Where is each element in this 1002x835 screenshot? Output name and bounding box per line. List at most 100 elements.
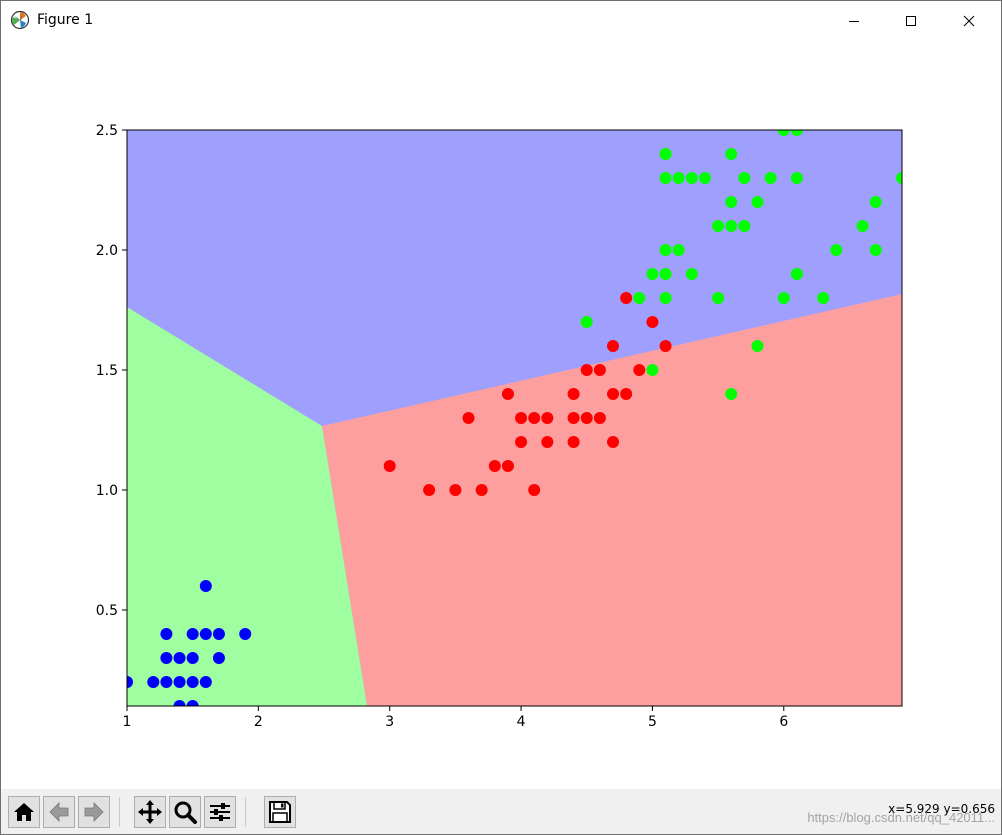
back-arrow-icon: [49, 802, 69, 822]
data-point: [515, 436, 528, 448]
data-point: [186, 652, 199, 664]
scatter-chart[interactable]: 1 2 3 4 5 6 0.5 1.0 1.5 2.0 2.5: [1, 41, 1001, 789]
region-red: [322, 294, 902, 706]
data-point: [672, 244, 685, 256]
data-point: [528, 484, 541, 496]
data-point: [501, 388, 514, 400]
data-point: [173, 652, 186, 664]
data-point: [147, 676, 160, 688]
data-point: [501, 460, 514, 472]
y-tick-label: 2.5: [96, 123, 118, 139]
maximize-icon: [906, 15, 916, 26]
data-point: [764, 172, 777, 184]
x-tick-label: 5: [648, 714, 657, 730]
y-tick-label: 1.5: [96, 363, 118, 379]
data-point: [817, 292, 830, 304]
data-point: [633, 292, 646, 304]
data-point: [607, 388, 620, 400]
home-button[interactable]: [8, 796, 40, 828]
data-point: [567, 388, 580, 400]
data-point: [567, 412, 580, 424]
data-point: [751, 340, 764, 352]
series-0: [127, 580, 252, 706]
data-point: [659, 292, 672, 304]
data-point: [646, 268, 659, 280]
data-point: [659, 268, 672, 280]
matplotlib-logo-icon: [10, 10, 30, 30]
data-point: [620, 388, 633, 400]
data-point: [567, 436, 580, 448]
data-point: [212, 652, 225, 664]
configure-subplots-button[interactable]: [204, 796, 236, 828]
data-point: [593, 364, 606, 376]
data-point: [685, 268, 698, 280]
data-point: [423, 484, 436, 496]
data-point: [462, 412, 475, 424]
series-2: [580, 130, 902, 400]
home-icon: [14, 803, 34, 821]
data-point: [186, 628, 199, 640]
watermark: https://blog.csdn.net/qq_42011...: [807, 810, 995, 825]
data-point: [738, 220, 751, 232]
data-point: [186, 676, 199, 688]
data-point: [199, 676, 212, 688]
data-point: [620, 292, 633, 304]
save-icon: [269, 801, 291, 823]
data-point: [199, 580, 212, 592]
data-point: [607, 436, 620, 448]
data-point: [515, 412, 528, 424]
data-point: [541, 436, 554, 448]
data-point: [751, 196, 764, 208]
data-point: [173, 676, 186, 688]
data-point: [790, 130, 803, 136]
pan-button[interactable]: [134, 796, 166, 828]
data-point: [449, 484, 462, 496]
data-point: [160, 652, 173, 664]
forward-arrow-icon: [84, 802, 104, 822]
title-bar[interactable]: Figure 1: [1, 1, 1001, 40]
data-point: [383, 460, 396, 472]
data-point: [698, 172, 711, 184]
data-point: [790, 172, 803, 184]
data-point: [685, 172, 698, 184]
toolbar-separator: [245, 797, 246, 827]
save-button[interactable]: [264, 796, 296, 828]
data-point: [659, 244, 672, 256]
back-button[interactable]: [43, 796, 75, 828]
x-tick-label: 3: [385, 714, 394, 730]
data-point: [790, 268, 803, 280]
x-tick-label: 1: [123, 714, 132, 730]
data-point: [199, 628, 212, 640]
data-point: [869, 244, 882, 256]
close-icon: [963, 15, 975, 26]
forward-button[interactable]: [78, 796, 110, 828]
y-tick-label: 0.5: [96, 603, 118, 619]
data-point: [896, 172, 902, 184]
maximize-button[interactable]: [888, 1, 934, 40]
data-point: [738, 172, 751, 184]
data-point: [659, 172, 672, 184]
data-point: [856, 220, 869, 232]
close-button[interactable]: [946, 1, 992, 40]
data-point: [725, 148, 738, 160]
x-tick-label: 6: [779, 714, 788, 730]
pan-icon: [138, 800, 162, 824]
data-point: [830, 244, 843, 256]
configure-subplots-icon: [210, 803, 230, 821]
data-point: [725, 388, 738, 400]
data-point: [712, 292, 725, 304]
data-point: [127, 676, 133, 688]
figure-canvas[interactable]: 1 2 3 4 5 6 0.5 1.0 1.5 2.0 2.5: [1, 41, 1001, 789]
data-point: [160, 676, 173, 688]
x-tick-label: 2: [254, 714, 263, 730]
data-point: [580, 364, 593, 376]
data-point: [488, 460, 501, 472]
data-point: [173, 700, 186, 706]
minimize-button[interactable]: [831, 1, 877, 40]
zoom-button[interactable]: [169, 796, 201, 828]
data-point: [607, 340, 620, 352]
series-1: [383, 292, 672, 496]
region-green: [127, 307, 367, 706]
data-point: [646, 364, 659, 376]
